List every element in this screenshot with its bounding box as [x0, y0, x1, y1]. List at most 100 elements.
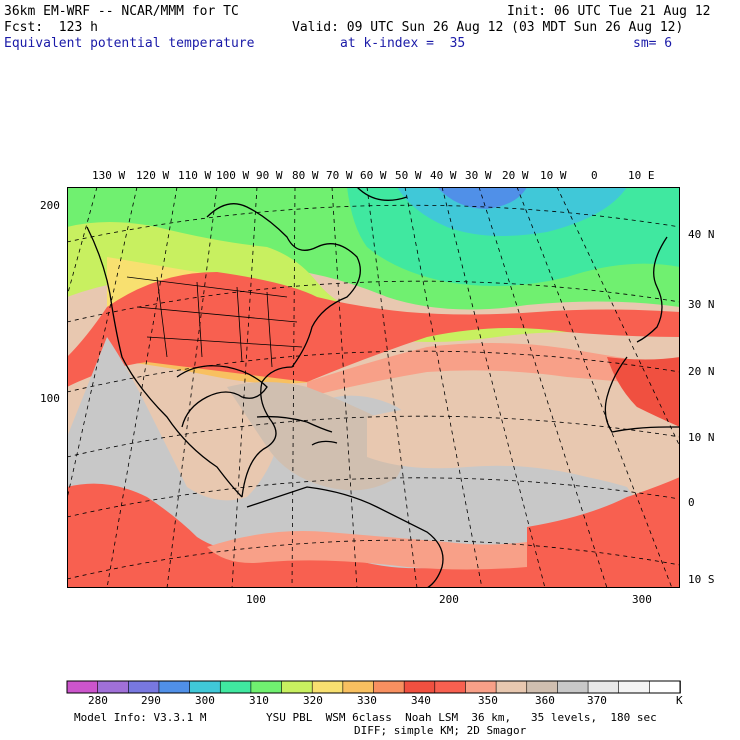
color-bar-cell: [250, 680, 283, 694]
lon-label-80w: 80 W: [292, 169, 319, 182]
valid-time: Valid: 09 UTC Sun 26 Aug 12 (03 MDT Sun …: [292, 20, 684, 35]
parallel-10s: [67, 539, 680, 580]
color-bar-cells: [66, 680, 681, 694]
colorbar-label-370: 370: [587, 694, 607, 707]
colorbar-label-350: 350: [478, 694, 498, 707]
field-red-band: [67, 272, 680, 387]
state-borders: [126, 276, 303, 368]
coast-cuba: [256, 415, 333, 433]
meridian-70w: [291, 187, 296, 588]
grid-x-label-300: 300: [632, 593, 652, 606]
lon-label-60w: 60 W: [360, 169, 387, 182]
color-bar-cell: [158, 680, 191, 694]
color-bar-cell: [311, 680, 344, 694]
field-salmon-band: [307, 343, 680, 397]
color-bar-cell: [97, 680, 130, 694]
lon-label-100w: 100 W: [216, 169, 250, 182]
field-red-africa: [607, 357, 680, 427]
model-info: Model Info: V3.3.1 M YSU PBL WSM 6class …: [74, 711, 657, 724]
lat-label-40n: 40 N: [688, 228, 715, 241]
model-title: 36km EM-WRF -- NCAR/MMM for TC: [4, 4, 239, 19]
lon-label-70w: 70 W: [326, 169, 353, 182]
coastlines: [86, 187, 680, 588]
meridian-60w: [331, 187, 358, 588]
coast-hispaniola: [311, 440, 338, 446]
color-bar-cell: [526, 680, 559, 694]
field-red-southeast: [527, 477, 680, 588]
meridian-50w: [366, 187, 418, 588]
coast-north-america: [86, 203, 361, 498]
coast-gulf-mexico: [176, 365, 268, 428]
field-band-blue: [437, 187, 527, 209]
coast-africa: [604, 356, 680, 433]
field-gray-light: [227, 382, 405, 491]
meridian-30w: [441, 187, 546, 588]
color-bar-cell: [495, 680, 528, 694]
field-tan-east: [367, 402, 680, 507]
lon-label-30w: 30 W: [465, 169, 492, 182]
color-bar-cell: [219, 680, 252, 694]
parallel-20n: [67, 350, 680, 393]
coast-europe: [636, 236, 668, 343]
forecast-hour: Fcst: 123 h: [4, 20, 98, 35]
color-bar-cell: [342, 680, 375, 694]
colorbar-label-340: 340: [411, 694, 431, 707]
color-bar-cell: [557, 680, 589, 694]
color-bar-frame: [66, 680, 681, 694]
lon-label-130w: 130 W: [92, 169, 126, 182]
meridian-100w: [106, 187, 178, 588]
lat-label-30n: 30 N: [688, 298, 715, 311]
grid-x-label-200: 200: [439, 593, 459, 606]
color-bar-cell: [281, 680, 313, 694]
lon-label-120w: 120 W: [136, 169, 170, 182]
meridian-80w: [231, 187, 258, 588]
smoothing: sm= 6: [633, 36, 673, 51]
meridian-0: [556, 187, 680, 448]
init-time: Init: 06 UTC Tue 21 Aug 12: [507, 4, 711, 19]
field-salmon-south: [207, 531, 527, 570]
field-red-southwest: [67, 483, 527, 588]
colorbar-unit: K: [676, 694, 683, 707]
colorbar-label-310: 310: [249, 694, 269, 707]
grid-y-label-200: 200: [40, 199, 60, 212]
coast-south-america: [246, 486, 444, 588]
colorbar-label-280: 280: [88, 694, 108, 707]
parallel-0: [67, 477, 680, 518]
lat-label-10n: 10 N: [688, 431, 715, 444]
parallel-10n: [67, 415, 680, 458]
parallel-30n: [67, 280, 680, 323]
colorbar-label-290: 290: [141, 694, 161, 707]
color-bar-cell: [465, 680, 497, 694]
lon-label-10e: 10 E: [628, 169, 655, 182]
field-name: Equivalent potential temperature: [4, 36, 255, 51]
theta-e-map: [67, 187, 680, 588]
colorbar-label-320: 320: [303, 694, 323, 707]
graticule: [67, 187, 680, 588]
parallel-40n: [67, 204, 680, 243]
meridian-20w: [478, 187, 608, 588]
lon-label-0: 0: [591, 169, 598, 182]
lon-label-50w: 50 W: [395, 169, 422, 182]
lat-label-10s: 10 S: [688, 573, 715, 586]
grid-x-label-100: 100: [246, 593, 266, 606]
color-bar-cell: [66, 680, 99, 694]
color-bar-cell: [587, 680, 620, 694]
lon-label-20w: 20 W: [502, 169, 529, 182]
color-bar-cell: [618, 680, 651, 694]
lat-label-0: 0: [688, 496, 695, 509]
model-physics: DIFF; simple KM; 2D Smagor: [354, 724, 527, 737]
coast-greenland: [356, 187, 408, 201]
colorbar-label-360: 360: [535, 694, 555, 707]
lon-label-90w: 90 W: [256, 169, 283, 182]
map-frame: [67, 187, 680, 588]
lon-label-110w: 110 W: [178, 169, 212, 182]
meridian-90w: [166, 187, 218, 588]
colorbar-label-330: 330: [357, 694, 377, 707]
color-bar-cell: [649, 680, 681, 694]
lon-label-40w: 40 W: [430, 169, 457, 182]
color-bar-cell: [373, 680, 405, 694]
field-band-yellowgreen: [67, 222, 680, 342]
color-bar-cell: [189, 680, 222, 694]
color-bar-cell: [128, 680, 160, 694]
colorbar-label-300: 300: [195, 694, 215, 707]
